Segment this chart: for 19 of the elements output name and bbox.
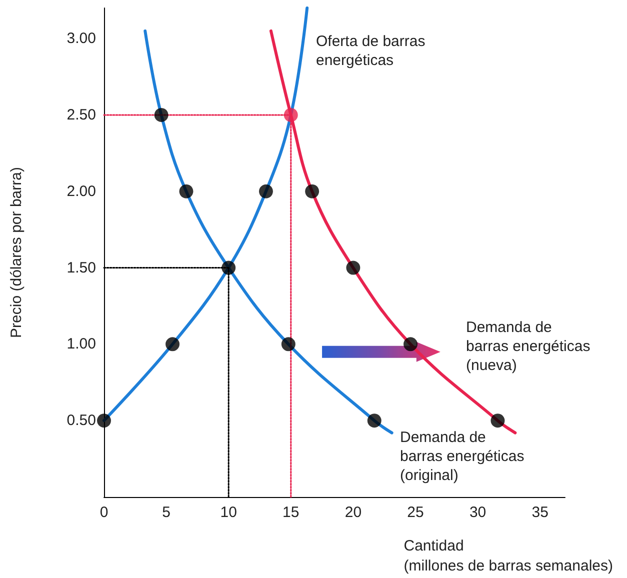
y-tick-label: 2.50: [66, 106, 96, 124]
x-tick-label: 5: [162, 504, 170, 521]
x-tick-label: 20: [344, 504, 362, 521]
y-tick-label: 2.00: [66, 182, 96, 200]
x-tick-label: 0: [100, 504, 108, 521]
y-tick-label: 1.50: [66, 259, 96, 276]
x-tick-label: 35: [532, 504, 548, 521]
annotation: Demanda de barras energéticas (nueva): [466, 319, 590, 374]
x-tick-label: 30: [469, 504, 486, 521]
annotation: Oferta de barras energéticas: [316, 33, 426, 69]
x-axis-title: Cantidad (millones de barras semanales): [404, 538, 614, 574]
annotation: Demanda de barras energéticas (original): [400, 429, 524, 484]
y-tick-label: 3.00: [66, 30, 96, 48]
y-tick-label: 0.50: [66, 412, 96, 430]
x-tick-label: 15: [282, 504, 300, 521]
x-tick-label: 10: [220, 504, 237, 521]
y-axis-title: Precio (dólares por barra): [8, 167, 25, 338]
x-tick-label: 25: [407, 504, 424, 521]
y-tick-label: 1.00: [66, 336, 96, 353]
